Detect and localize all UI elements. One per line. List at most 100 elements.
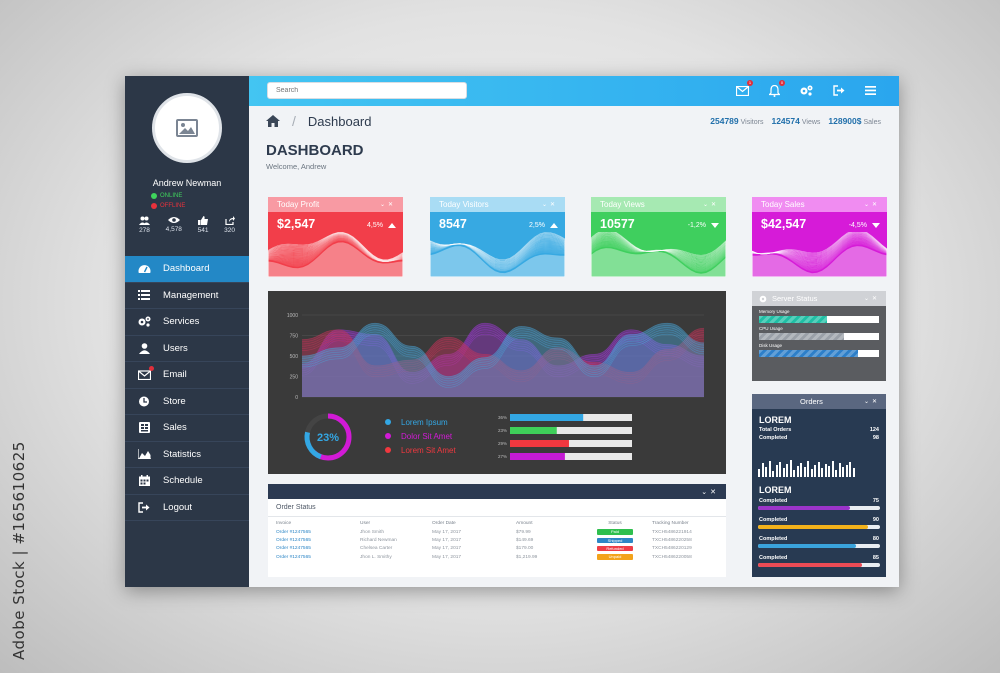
cell-status: Unpaid: [578, 553, 652, 561]
table-row[interactable]: Order #1247565 Richard Newman May 17, 2017…: [276, 536, 718, 544]
kpi-change: 4,5%: [367, 222, 396, 229]
column-header[interactable]: Amount: [516, 521, 533, 526]
wave-line: [268, 235, 403, 277]
bar-track: [510, 453, 632, 460]
donut-arc-value: [304, 413, 352, 461]
cell-tracking: TXCH5486221914: [652, 529, 692, 535]
notifications-button[interactable]: 0: [768, 80, 785, 97]
series-line: [301, 327, 705, 382]
panel-controls[interactable]: ⌄✕: [863, 202, 880, 208]
invoice-link[interactable]: Order #1247565: [276, 554, 311, 560]
menu-button[interactable]: [864, 84, 877, 97]
hamburger-icon: [865, 86, 876, 95]
kpi-percent: 4,5%: [367, 222, 383, 229]
settings-button[interactable]: [800, 84, 813, 97]
stat-views[interactable]: 4,578: [166, 216, 182, 234]
column-header[interactable]: User: [360, 521, 371, 526]
avatar[interactable]: [152, 93, 222, 163]
panel-controls[interactable]: ⌄✕: [541, 202, 558, 208]
wave-fill: [268, 242, 403, 277]
legend-label[interactable]: Lorem Ipsum: [401, 418, 448, 427]
user-stats: 278 4,578 541 320: [139, 216, 235, 234]
invoice-link[interactable]: Order #1247565: [276, 546, 311, 552]
bar-label: 29%: [498, 441, 507, 446]
sidebar-item-sales[interactable]: Sales: [125, 415, 249, 442]
panel-controls[interactable]: ⌄✕: [863, 296, 880, 302]
legend-marker-icon: [385, 447, 391, 453]
kpi-value: 10577: [600, 217, 635, 231]
sidebar-item-management[interactable]: Management: [125, 283, 249, 309]
kpi-header: Today Sales ⌄✕: [752, 197, 887, 212]
progress-fill: [758, 525, 868, 529]
sidebar-item-dashboard[interactable]: Dashboard: [125, 256, 249, 283]
table-row[interactable]: Order #1247565 Chelsea Carter May 17, 2017…: [276, 545, 718, 553]
spark-bar: [807, 461, 809, 477]
column-header[interactable]: Invoice: [276, 521, 292, 526]
orders-progress-item: Completed 85: [752, 555, 886, 567]
kpi-card-views[interactable]: Today Views ⌄✕ 10577 -1,2%: [591, 197, 726, 277]
sidebar-item-schedule[interactable]: Schedule: [125, 468, 249, 495]
cell-tracking: TXCH5486220258: [652, 538, 692, 544]
arrow-up-icon: [550, 223, 558, 228]
arrow-down-icon: [711, 223, 719, 228]
table-row[interactable]: Order #1247565 Jhon Smith May 17, 2017 $79.…: [276, 528, 718, 536]
legend-label[interactable]: Lorem Sit Amet: [401, 446, 456, 455]
kpi-change: -1,2%: [688, 222, 719, 229]
stat-shares[interactable]: 320: [224, 216, 235, 234]
column-header[interactable]: Tracking Number: [652, 521, 689, 526]
spark-bar: [775, 465, 778, 477]
panel-controls[interactable]: ⌄✕: [702, 202, 719, 208]
order-status-header[interactable]: ⌄✕: [268, 484, 726, 499]
sidebar-item-label: Email: [163, 369, 187, 381]
sidebar-item-label: Dashboard: [163, 263, 210, 275]
kpi-card-sales[interactable]: Today Sales ⌄✕ $42,547 -4,5%: [752, 197, 887, 277]
table-row[interactable]: Order #1247565 Jhon L. Smithy May 17, 2017…: [276, 553, 718, 561]
topbar: 1 0: [249, 76, 899, 106]
invoice-link[interactable]: Order #1247565: [276, 529, 311, 535]
signout-button[interactable]: [832, 84, 845, 97]
kpi-header: Today Visitors ⌄✕: [430, 197, 565, 212]
search-input[interactable]: [267, 82, 467, 99]
email-badge-icon: [149, 365, 154, 371]
wave-line: [752, 232, 887, 277]
column-header[interactable]: Order Date: [432, 521, 456, 526]
kpi-title: Today Profit: [277, 200, 320, 209]
online-dot-icon: [151, 193, 157, 199]
home-icon[interactable]: [266, 115, 280, 127]
summary-value: 128900$: [828, 116, 862, 126]
sidebar-item-store[interactable]: Store: [125, 389, 249, 415]
kpi-card-visitors[interactable]: Today Visitors ⌄✕ 8547 2,5%: [430, 197, 565, 277]
progress-bar: [752, 544, 886, 548]
sidebar-item-label: Schedule: [163, 475, 203, 487]
sidebar-item-services[interactable]: Services: [125, 309, 249, 336]
orders-progress-line: Completed 90: [752, 517, 886, 523]
sidebar-item-email[interactable]: Email: [125, 362, 249, 389]
panel-controls[interactable]: ⌄✕: [863, 399, 880, 405]
sidebar-item-users[interactable]: Users: [125, 336, 249, 362]
cell-date: May 17, 2017: [432, 538, 462, 544]
kpi-value: $42,547: [761, 217, 807, 231]
column-header[interactable]: Status: [608, 521, 622, 526]
legend-label[interactable]: Dolor Sit Amet: [401, 432, 453, 441]
orders-progress-list: Completed 75 Completed 90 Completed 80 Complet…: [752, 498, 886, 574]
stock-watermark: Adobe Stock | #165610625: [10, 441, 28, 660]
server-progress-fill: [759, 333, 844, 340]
kpi-card-profit[interactable]: Today Profit ⌄✕ $2,547 4,5%: [268, 197, 403, 277]
panel-controls[interactable]: ⌄✕: [379, 202, 396, 208]
spark-bar: [835, 470, 837, 477]
kpi-percent: 2,5%: [529, 222, 545, 229]
spark-bar: [803, 467, 806, 477]
sidebar-item-statistics[interactable]: Statistics: [125, 442, 249, 468]
sidebar-item-label: Services: [163, 316, 200, 328]
mail-button[interactable]: 1: [736, 80, 753, 97]
gears-icon: [800, 85, 813, 96]
spark-bar: [800, 463, 802, 477]
invoice-link[interactable]: Order #1247565: [276, 538, 311, 544]
sidebar-item-logout[interactable]: Logout: [125, 495, 249, 521]
spark-bar: [824, 464, 827, 477]
server-status-title: Server Status: [772, 294, 818, 303]
stat-likes[interactable]: 541: [198, 216, 208, 234]
store-icon: [137, 395, 151, 407]
stat-followers[interactable]: 278: [139, 216, 150, 234]
spark-bar: [758, 469, 760, 477]
